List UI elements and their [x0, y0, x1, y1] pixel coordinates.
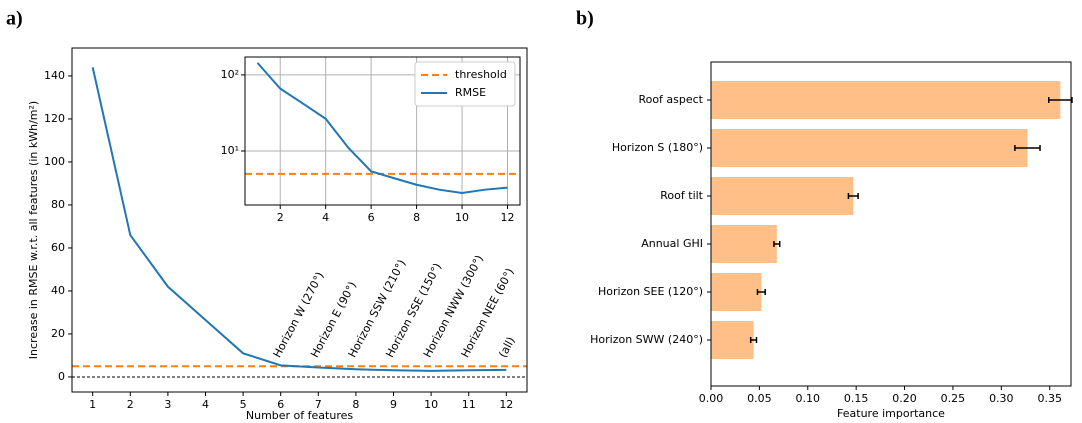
y-tick-label: 60 — [51, 241, 65, 254]
x-tick-label: 12 — [499, 398, 513, 411]
x-tick-label: 0.15 — [844, 392, 869, 405]
y-tick-label: 120 — [44, 112, 65, 125]
y-tick-label: 0 — [58, 370, 65, 383]
x-tick-label: 0.10 — [796, 392, 821, 405]
x-tick-label: 11 — [462, 398, 476, 411]
x-tick-label: 10 — [455, 211, 469, 224]
x-tick-label: 0.05 — [747, 392, 772, 405]
legend-label: RMSE — [455, 86, 486, 99]
axes-frame — [71, 47, 528, 393]
bar — [711, 129, 1028, 167]
x-tick-label: 10 — [424, 398, 438, 411]
panel-label: a) — [6, 8, 23, 30]
y-tick-label: 20 — [51, 327, 65, 340]
axes-frame — [710, 61, 1072, 387]
annotation: (all) — [496, 335, 518, 360]
y-tick-label: 140 — [44, 69, 65, 82]
bar — [711, 177, 854, 215]
y-tick-label: 40 — [51, 284, 65, 297]
x-tick-label: 12 — [501, 211, 515, 224]
x-tick-label: 6 — [368, 211, 375, 224]
panel-label: b) — [576, 8, 594, 30]
legend-label: threshold — [455, 68, 507, 81]
x-tick-label: 0.35 — [1037, 392, 1062, 405]
x-tick-label: 6 — [277, 398, 284, 411]
y-tick-label: Roof aspect — [638, 93, 703, 106]
x-tick-label: 5 — [240, 398, 247, 411]
legend-box — [414, 61, 516, 107]
y-tick-label: 10² — [221, 68, 239, 81]
y-tick-label: 100 — [44, 155, 65, 168]
x-tick-label: 8 — [413, 211, 420, 224]
series-line — [256, 62, 508, 195]
inset-frame — [244, 56, 521, 206]
x-tick-label: 8 — [352, 398, 359, 411]
x-tick-label: 0.30 — [989, 392, 1014, 405]
x-tick-label: 0.20 — [892, 392, 917, 405]
x-tick-label: 2 — [277, 211, 284, 224]
x-tick-label: 0.25 — [941, 392, 966, 405]
bar — [711, 273, 762, 311]
x-tick-label: 1 — [89, 398, 96, 411]
x-tick-label: 9 — [390, 398, 397, 411]
y-tick-label: 10¹ — [221, 144, 239, 157]
y-tick-label: Annual GHI — [641, 237, 703, 250]
x-tick-label: 0.00 — [699, 392, 724, 405]
y-tick-label: Roof tilt — [660, 189, 703, 202]
y-axis-label: Increase in RMSE w.r.t. all features (in… — [27, 101, 40, 359]
y-tick-label: Horizon S (180°) — [612, 141, 703, 154]
bar — [711, 81, 1061, 119]
x-axis-label: Number of features — [246, 409, 353, 422]
y-tick-label: 80 — [51, 198, 65, 211]
x-axis-label: Feature importance — [837, 407, 945, 420]
y-tick-label: Horizon SEE (120°) — [598, 285, 703, 298]
bar — [711, 225, 777, 263]
x-tick-label: 3 — [164, 398, 171, 411]
x-tick-label: 4 — [322, 211, 329, 224]
x-tick-label: 7 — [315, 398, 322, 411]
x-tick-label: 4 — [202, 398, 209, 411]
x-tick-label: 2 — [127, 398, 134, 411]
series-line — [91, 67, 507, 372]
bar — [711, 321, 754, 359]
y-tick-label: Horizon SWW (240°) — [590, 333, 703, 346]
